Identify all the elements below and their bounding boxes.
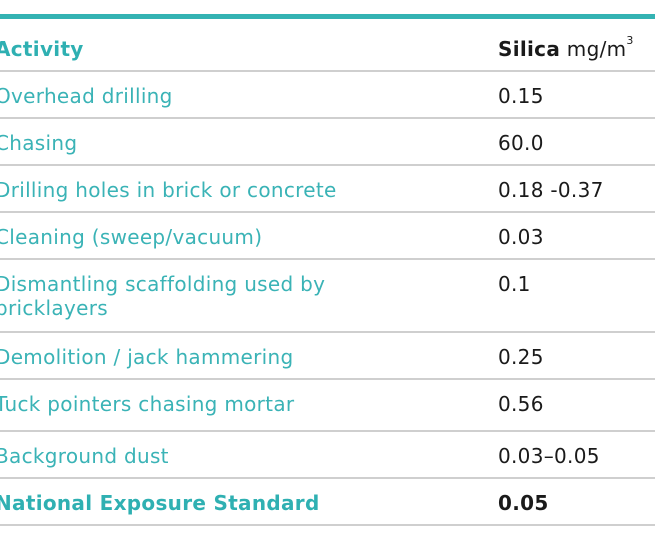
silica-header-label: Silica xyxy=(498,37,561,61)
activity-cell: Demolition / jack hammering xyxy=(0,332,501,380)
activity-cell: Dismantling scaffolding used by bricklay… xyxy=(0,259,501,333)
silica-cell: 0.56 xyxy=(498,379,655,432)
activity-cell: Drilling holes in brick or concrete xyxy=(0,165,501,213)
silica-cell: 0.15 xyxy=(498,71,655,119)
activity-cell: Tuck pointers chasing mortar xyxy=(0,379,501,432)
exposure-standard-value: 0.05 xyxy=(498,478,655,526)
exposure-standard-label: National Exposure Standard xyxy=(0,478,501,526)
table-row: Dismantling scaffolding used by bricklay… xyxy=(0,259,655,333)
table-row: Demolition / jack hammering 0.25 xyxy=(0,332,655,380)
silica-unit-superscript: 3 xyxy=(626,34,634,47)
table-row: Cleaning (sweep/vacuum) 0.03 xyxy=(0,212,655,260)
table-row: Background dust 0.03–0.05 xyxy=(0,431,655,479)
silica-column-header: Silica mg/m3 xyxy=(498,25,655,72)
activity-cell: Overhead drilling xyxy=(0,71,501,119)
silica-exposure-table: Activity Silica mg/m3 Overhead drilling … xyxy=(0,25,655,526)
activity-cell: Background dust xyxy=(0,431,501,479)
table-header-row: Activity Silica mg/m3 xyxy=(0,25,655,72)
activity-column-header: Activity xyxy=(0,25,501,72)
silica-cell: 0.25 xyxy=(498,332,655,380)
silica-cell: 0.03–0.05 xyxy=(498,431,655,479)
activity-cell: Cleaning (sweep/vacuum) xyxy=(0,212,501,260)
table-row: Overhead drilling 0.15 xyxy=(0,71,655,119)
table-row: Tuck pointers chasing mortar 0.56 xyxy=(0,379,655,432)
table-row: Drilling holes in brick or concrete 0.18… xyxy=(0,165,655,213)
silica-cell: 0.03 xyxy=(498,212,655,260)
activity-cell: Chasing xyxy=(0,118,501,166)
table-row: Chasing 60.0 xyxy=(0,118,655,166)
silica-cell: 0.1 xyxy=(498,259,655,333)
top-accent-rule xyxy=(0,14,655,19)
exposure-standard-row: National Exposure Standard 0.05 xyxy=(0,478,655,526)
silica-cell: 0.18 -0.37 xyxy=(498,165,655,213)
silica-unit-label: mg/m xyxy=(566,37,627,61)
silica-cell: 60.0 xyxy=(498,118,655,166)
